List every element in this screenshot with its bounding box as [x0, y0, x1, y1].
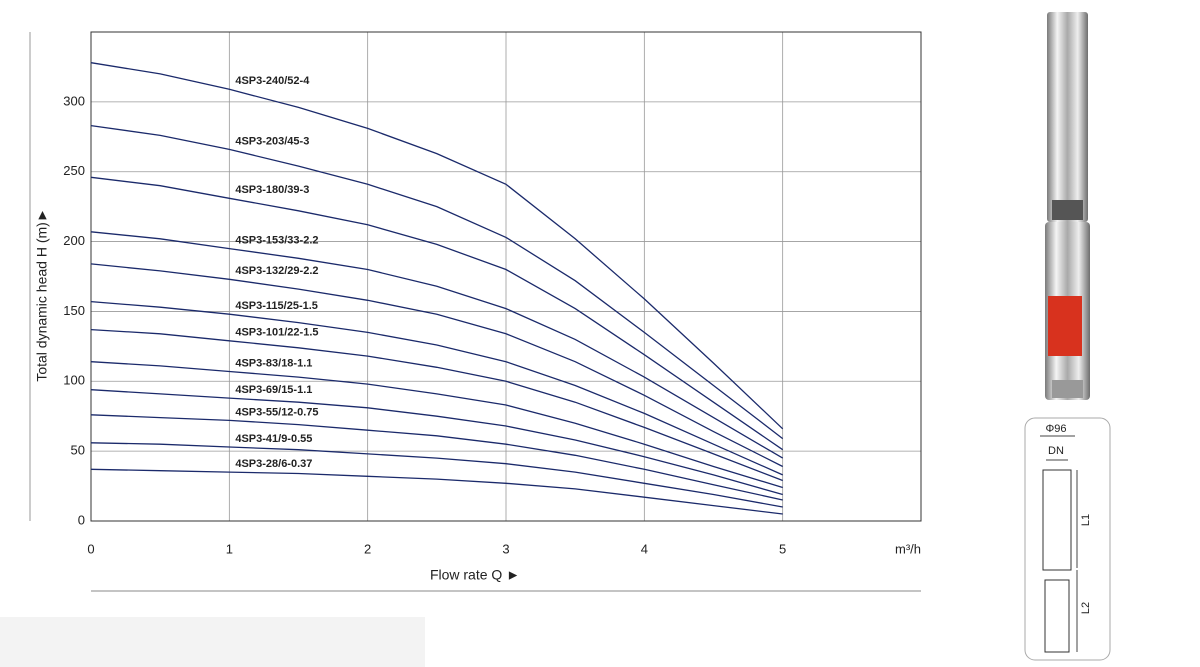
x-tick-label: 5 — [779, 541, 786, 556]
curve — [90, 124, 784, 440]
curve — [90, 176, 784, 451]
y-tick-label: 250 — [63, 163, 85, 178]
dimension-dn: DN — [1048, 445, 1064, 457]
y-tick-label: 150 — [63, 303, 85, 318]
dimension-drawing — [1024, 417, 1111, 661]
curve — [90, 263, 783, 468]
curve — [90, 328, 783, 482]
curve — [90, 468, 783, 515]
curve — [90, 389, 783, 496]
curve-label: 4SP3-55/12-0.75 — [235, 406, 318, 418]
y-tick-label: 100 — [63, 373, 85, 388]
curve-label: 4SP3-83/18-1.1 — [235, 357, 312, 369]
pump-image — [1045, 12, 1090, 400]
dimension-l2: L2 — [1080, 602, 1092, 614]
x-tick-label: 3 — [502, 541, 509, 556]
curve — [90, 414, 783, 501]
curve — [90, 442, 783, 508]
curve — [90, 300, 783, 476]
y-axis-label: Total dynamic head H (m)► — [34, 208, 50, 381]
curve-label: 4SP3-132/29-2.2 — [235, 265, 318, 277]
plot-frame — [90, 31, 922, 522]
curve-label: 4SP3-180/39-3 — [235, 184, 309, 196]
y-tick-label: 0 — [78, 512, 85, 527]
x-tick-label: 1 — [226, 541, 233, 556]
y-tick-label: 50 — [71, 443, 85, 458]
curve-label: 4SP3-28/6-0.37 — [235, 458, 312, 470]
x-tick-label: 0 — [87, 541, 94, 556]
x-axis-label: Flow rate Q ► — [430, 567, 520, 583]
y-tick-label: 300 — [63, 93, 85, 108]
curve — [90, 361, 783, 489]
curve-label: 4SP3-101/22-1.5 — [235, 327, 318, 339]
curve — [90, 231, 784, 459]
curve-label: 4SP3-41/9-0.55 — [235, 433, 312, 445]
x-unit-label: m³/h — [895, 541, 921, 556]
curve-label: 4SP3-153/33-2.2 — [235, 234, 318, 246]
curve-label: 4SP3-203/45-3 — [235, 135, 309, 147]
dimension-diameter: Φ96 — [1045, 423, 1066, 435]
curve-label: 4SP3-69/15-1.1 — [235, 384, 312, 396]
dimension-l1: L1 — [1080, 514, 1092, 526]
curve-label: 4SP3-240/52-4 — [235, 75, 310, 87]
curve — [90, 62, 784, 430]
x-tick-label: 2 — [364, 541, 371, 556]
x-tick-label: 4 — [641, 541, 648, 556]
curve-label: 4SP3-115/25-1.5 — [235, 300, 318, 312]
y-tick-label: 200 — [63, 233, 85, 248]
footer-panel — [0, 617, 425, 667]
